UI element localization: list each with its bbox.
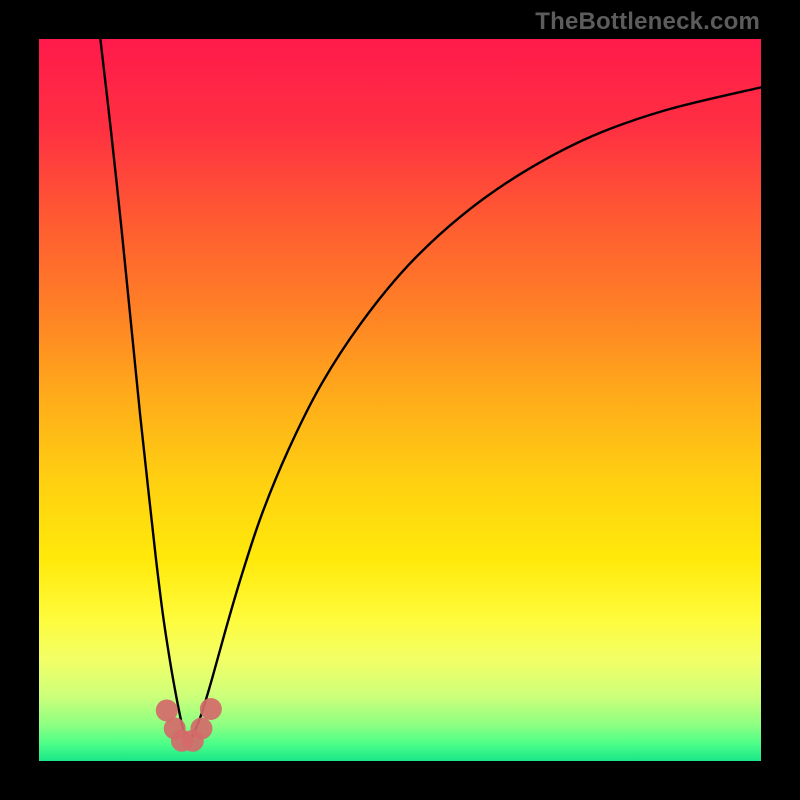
bottom-marker xyxy=(190,718,212,740)
bottleneck-curve xyxy=(100,39,761,743)
bottom-markers-group xyxy=(156,698,222,752)
curve-layer xyxy=(0,0,800,800)
bottom-marker xyxy=(200,698,222,720)
watermark-text: TheBottleneck.com xyxy=(535,8,760,36)
chart-container: TheBottleneck.com xyxy=(0,0,800,800)
